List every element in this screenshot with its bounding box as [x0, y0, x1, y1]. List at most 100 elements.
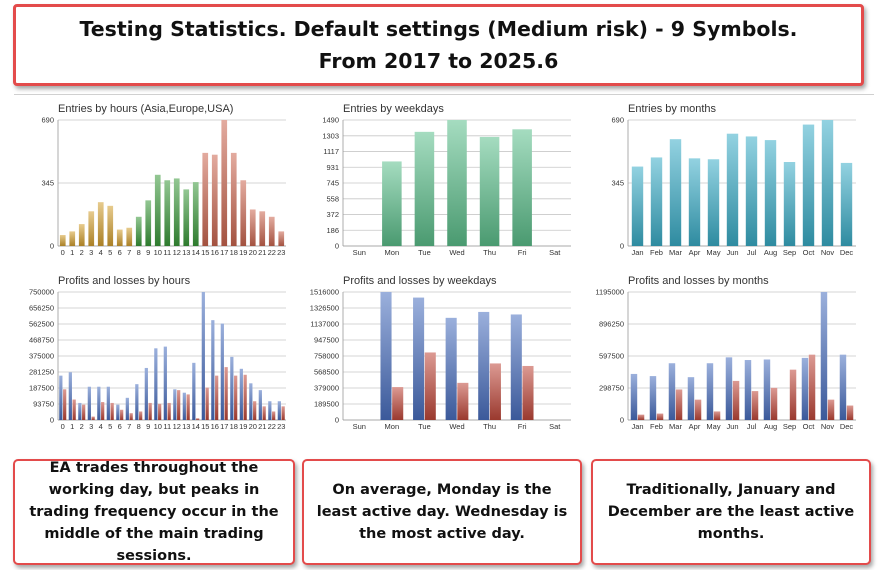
loss-bar: [129, 413, 133, 420]
profit-bar: [268, 401, 272, 420]
bar: [249, 209, 256, 246]
profit-bar: [201, 292, 205, 420]
x-tick-label: May: [706, 248, 720, 257]
loss-bar: [253, 401, 257, 420]
y-tick-label: 745: [326, 179, 339, 188]
loss-bar: [808, 354, 816, 420]
bar: [479, 136, 500, 246]
y-tick-label: 379000: [314, 384, 339, 393]
y-tick-label: 1117: [323, 147, 339, 156]
profit-bar: [163, 346, 167, 420]
bar: [78, 224, 85, 246]
x-tick-label: 0: [61, 422, 65, 431]
y-tick-label: 1490: [322, 116, 339, 125]
y-tick-label: 189500: [314, 400, 339, 409]
profit-bar: [230, 356, 234, 420]
y-tick-label: 568500: [314, 368, 339, 377]
x-tick-label: 15: [201, 422, 209, 431]
bar: [192, 182, 199, 246]
profit-bar: [445, 317, 457, 420]
chart-entries-hours: Entries by hours (Asia,Europe,USA) 0 345 69…: [20, 100, 290, 260]
x-tick-label: 4: [99, 248, 103, 257]
profit-bar: [182, 392, 186, 420]
x-tick-label: Fri: [518, 248, 527, 257]
profit-bar: [687, 377, 695, 420]
y-tick-label: 1516000: [310, 288, 339, 297]
y-tick-label: 468750: [29, 336, 54, 345]
x-tick-label: 16: [211, 248, 219, 257]
bar: [154, 174, 161, 246]
loss-bar: [186, 394, 190, 420]
profit-bar: [478, 311, 490, 420]
bar: [688, 158, 701, 246]
x-tick-label: Thu: [483, 422, 496, 431]
y-tick-label: 281250: [29, 368, 54, 377]
profit-bar: [706, 363, 714, 420]
profit-bar: [116, 404, 120, 420]
y-tick-label: 93750: [33, 400, 54, 409]
x-tick-label: Wed: [449, 422, 464, 431]
x-tick-label: Jun: [726, 422, 738, 431]
bar: [840, 162, 853, 246]
loss-bar: [522, 365, 534, 420]
x-tick-label: Apr: [689, 248, 701, 257]
x-tick-label: 9: [146, 422, 150, 431]
profit-bar: [249, 383, 253, 420]
y-tick-label: 690: [611, 116, 624, 125]
x-tick-label: Oct: [803, 248, 816, 257]
x-tick-label: 2: [80, 422, 84, 431]
x-tick-label: 18: [230, 422, 238, 431]
bar: [211, 154, 218, 246]
loss-bar: [770, 387, 778, 420]
x-tick-label: Dec: [840, 422, 854, 431]
y-tick-label: 0: [335, 242, 339, 251]
loss-bar: [281, 406, 285, 420]
y-tick-label: 1137000: [310, 320, 339, 329]
x-tick-label: 14: [192, 248, 200, 257]
x-tick-label: 5: [108, 422, 112, 431]
x-tick-label: Aug: [764, 248, 777, 257]
loss-bar: [177, 390, 181, 420]
x-tick-label: 17: [220, 248, 228, 257]
bar: [173, 178, 180, 246]
x-tick-label: 0: [61, 248, 65, 257]
loss-bar: [732, 380, 740, 420]
x-tick-label: 13: [182, 248, 190, 257]
profit-bar: [59, 375, 63, 420]
x-tick-label: 22: [268, 422, 276, 431]
x-tick-label: 22: [268, 248, 276, 257]
chart-svg: Entries by hours (Asia,Europe,USA)034569…: [41, 103, 286, 257]
loss-bar: [457, 382, 469, 420]
x-tick-label: 6: [118, 248, 122, 257]
bar: [107, 205, 114, 246]
profit-bar: [277, 401, 281, 420]
chart-svg: Entries by weekdays 0 186 372 558 745 931 1117 1…: [322, 103, 571, 257]
y-tick-label: 0: [335, 416, 339, 425]
x-tick-label: Sat: [549, 422, 561, 431]
x-tick-label: Sep: [783, 422, 796, 431]
chart-pl-months: Profits and losses by months 0 298750 59750…: [590, 272, 860, 434]
profit-bar: [380, 292, 392, 420]
y-tick-label: 187500: [29, 384, 54, 393]
bar: [97, 202, 104, 246]
bar: [512, 129, 532, 246]
title-line-1: Testing Statistics. Default settings (Me…: [79, 17, 798, 41]
profit-bar: [211, 320, 215, 420]
loss-bar: [120, 409, 124, 420]
x-tick-label: Apr: [689, 422, 701, 431]
bar: [382, 161, 402, 246]
x-tick-label: Sep: [783, 248, 796, 257]
loss-bar: [262, 406, 266, 420]
x-tick-label: 5: [108, 248, 112, 257]
loss-bar: [789, 369, 797, 420]
profit-bar: [510, 314, 522, 420]
x-tick-label: 11: [163, 248, 171, 257]
x-tick-label: May: [706, 422, 720, 431]
loss-bar: [656, 413, 664, 420]
chart-title: Entries by hours (Asia,Europe,USA): [58, 103, 233, 115]
x-tick-label: Feb: [650, 248, 663, 257]
loss-bar: [827, 399, 835, 420]
x-tick-label: Jun: [726, 248, 738, 257]
x-tick-label: Jan: [631, 422, 643, 431]
x-tick-label: 17: [220, 422, 228, 431]
